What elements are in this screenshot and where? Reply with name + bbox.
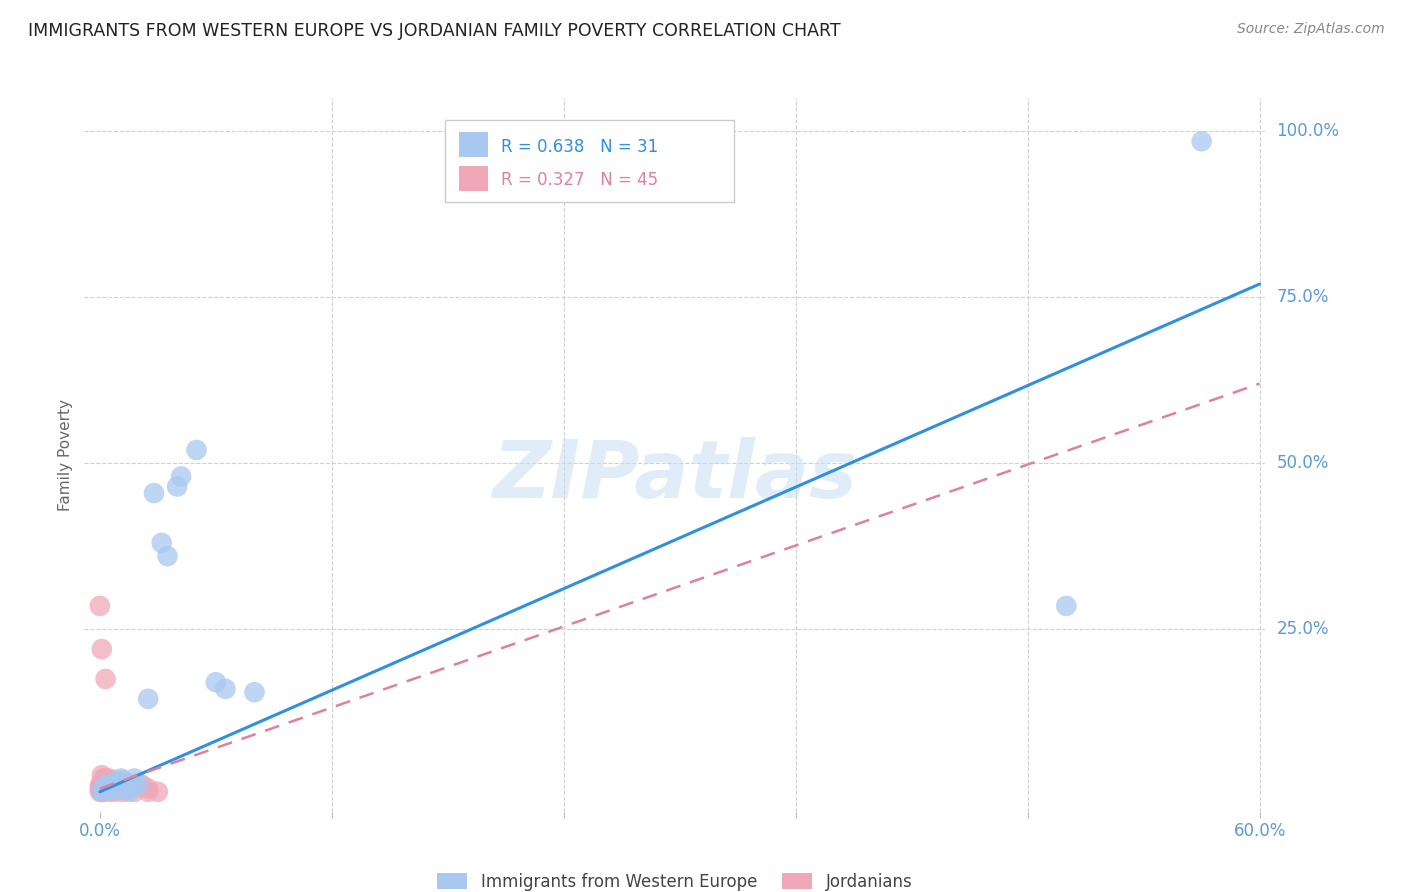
Point xyxy=(93,772,115,786)
Point xyxy=(96,781,118,796)
Point xyxy=(89,785,111,799)
Point xyxy=(103,776,125,790)
Point xyxy=(98,780,121,794)
Text: R = 0.638   N = 31: R = 0.638 N = 31 xyxy=(502,137,658,155)
Legend: Immigrants from Western Europe, Jordanians: Immigrants from Western Europe, Jordania… xyxy=(430,866,920,892)
Point xyxy=(166,479,188,493)
Bar xyxy=(458,132,488,157)
Point xyxy=(94,782,117,797)
Bar xyxy=(458,166,488,191)
Point xyxy=(127,778,149,792)
Text: R = 0.327   N = 45: R = 0.327 N = 45 xyxy=(502,171,658,189)
Point xyxy=(1191,134,1213,148)
Point xyxy=(124,780,146,794)
Point xyxy=(90,768,112,782)
Point xyxy=(90,781,112,796)
Point xyxy=(104,773,127,788)
Point xyxy=(89,781,111,796)
Point xyxy=(150,536,173,550)
Text: 100.0%: 100.0% xyxy=(1277,122,1340,140)
Point xyxy=(186,442,208,457)
Point xyxy=(89,778,111,792)
Point xyxy=(214,681,236,696)
Point xyxy=(111,773,134,788)
FancyBboxPatch shape xyxy=(444,120,734,202)
Point xyxy=(120,780,142,794)
Point xyxy=(142,486,165,500)
Point xyxy=(105,778,128,792)
Point xyxy=(98,776,121,790)
Point xyxy=(96,775,118,789)
Point xyxy=(136,781,159,796)
Point xyxy=(90,785,112,799)
Point xyxy=(98,785,121,799)
Point xyxy=(90,775,112,789)
Point xyxy=(104,775,127,789)
Point xyxy=(103,782,125,797)
Point xyxy=(124,785,146,799)
Point xyxy=(93,781,115,796)
Point xyxy=(96,778,118,792)
Point xyxy=(93,773,115,788)
Point xyxy=(94,772,117,786)
Point xyxy=(115,776,138,790)
Point xyxy=(108,780,131,794)
Point xyxy=(100,778,122,792)
Point xyxy=(156,549,179,563)
Point xyxy=(120,778,142,792)
Point xyxy=(110,772,132,786)
Point xyxy=(136,691,159,706)
Point xyxy=(124,772,146,786)
Text: 50.0%: 50.0% xyxy=(1277,454,1329,472)
Text: 25.0%: 25.0% xyxy=(1277,620,1329,638)
Point xyxy=(104,785,127,799)
Point xyxy=(114,780,136,794)
Point xyxy=(90,642,112,657)
Point xyxy=(96,780,118,794)
Point xyxy=(118,785,141,799)
Point xyxy=(94,778,117,792)
Text: Source: ZipAtlas.com: Source: ZipAtlas.com xyxy=(1237,22,1385,37)
Point xyxy=(118,782,141,797)
Point xyxy=(131,778,153,792)
Y-axis label: Family Poverty: Family Poverty xyxy=(58,399,73,511)
Text: ZIPatlas: ZIPatlas xyxy=(492,437,858,516)
Point xyxy=(114,782,136,797)
Point xyxy=(204,675,226,690)
Text: IMMIGRANTS FROM WESTERN EUROPE VS JORDANIAN FAMILY POVERTY CORRELATION CHART: IMMIGRANTS FROM WESTERN EUROPE VS JORDAN… xyxy=(28,22,841,40)
Point xyxy=(105,776,128,790)
Point xyxy=(1054,599,1077,613)
Point xyxy=(100,775,122,789)
Point xyxy=(94,780,117,794)
Point xyxy=(94,782,117,797)
Point xyxy=(93,785,115,799)
Point xyxy=(243,685,266,699)
Text: 75.0%: 75.0% xyxy=(1277,288,1329,306)
Point xyxy=(170,469,193,483)
Point xyxy=(98,781,121,796)
Point xyxy=(98,772,121,786)
Point xyxy=(100,778,122,792)
Point xyxy=(111,778,134,792)
Point xyxy=(94,672,117,686)
Point xyxy=(94,776,117,790)
Point xyxy=(127,776,149,790)
Point xyxy=(136,785,159,799)
Point xyxy=(93,778,115,792)
Point xyxy=(90,785,112,799)
Point xyxy=(89,599,111,613)
Point xyxy=(146,785,169,799)
Point xyxy=(111,785,134,799)
Point xyxy=(90,778,112,792)
Point xyxy=(108,775,131,789)
